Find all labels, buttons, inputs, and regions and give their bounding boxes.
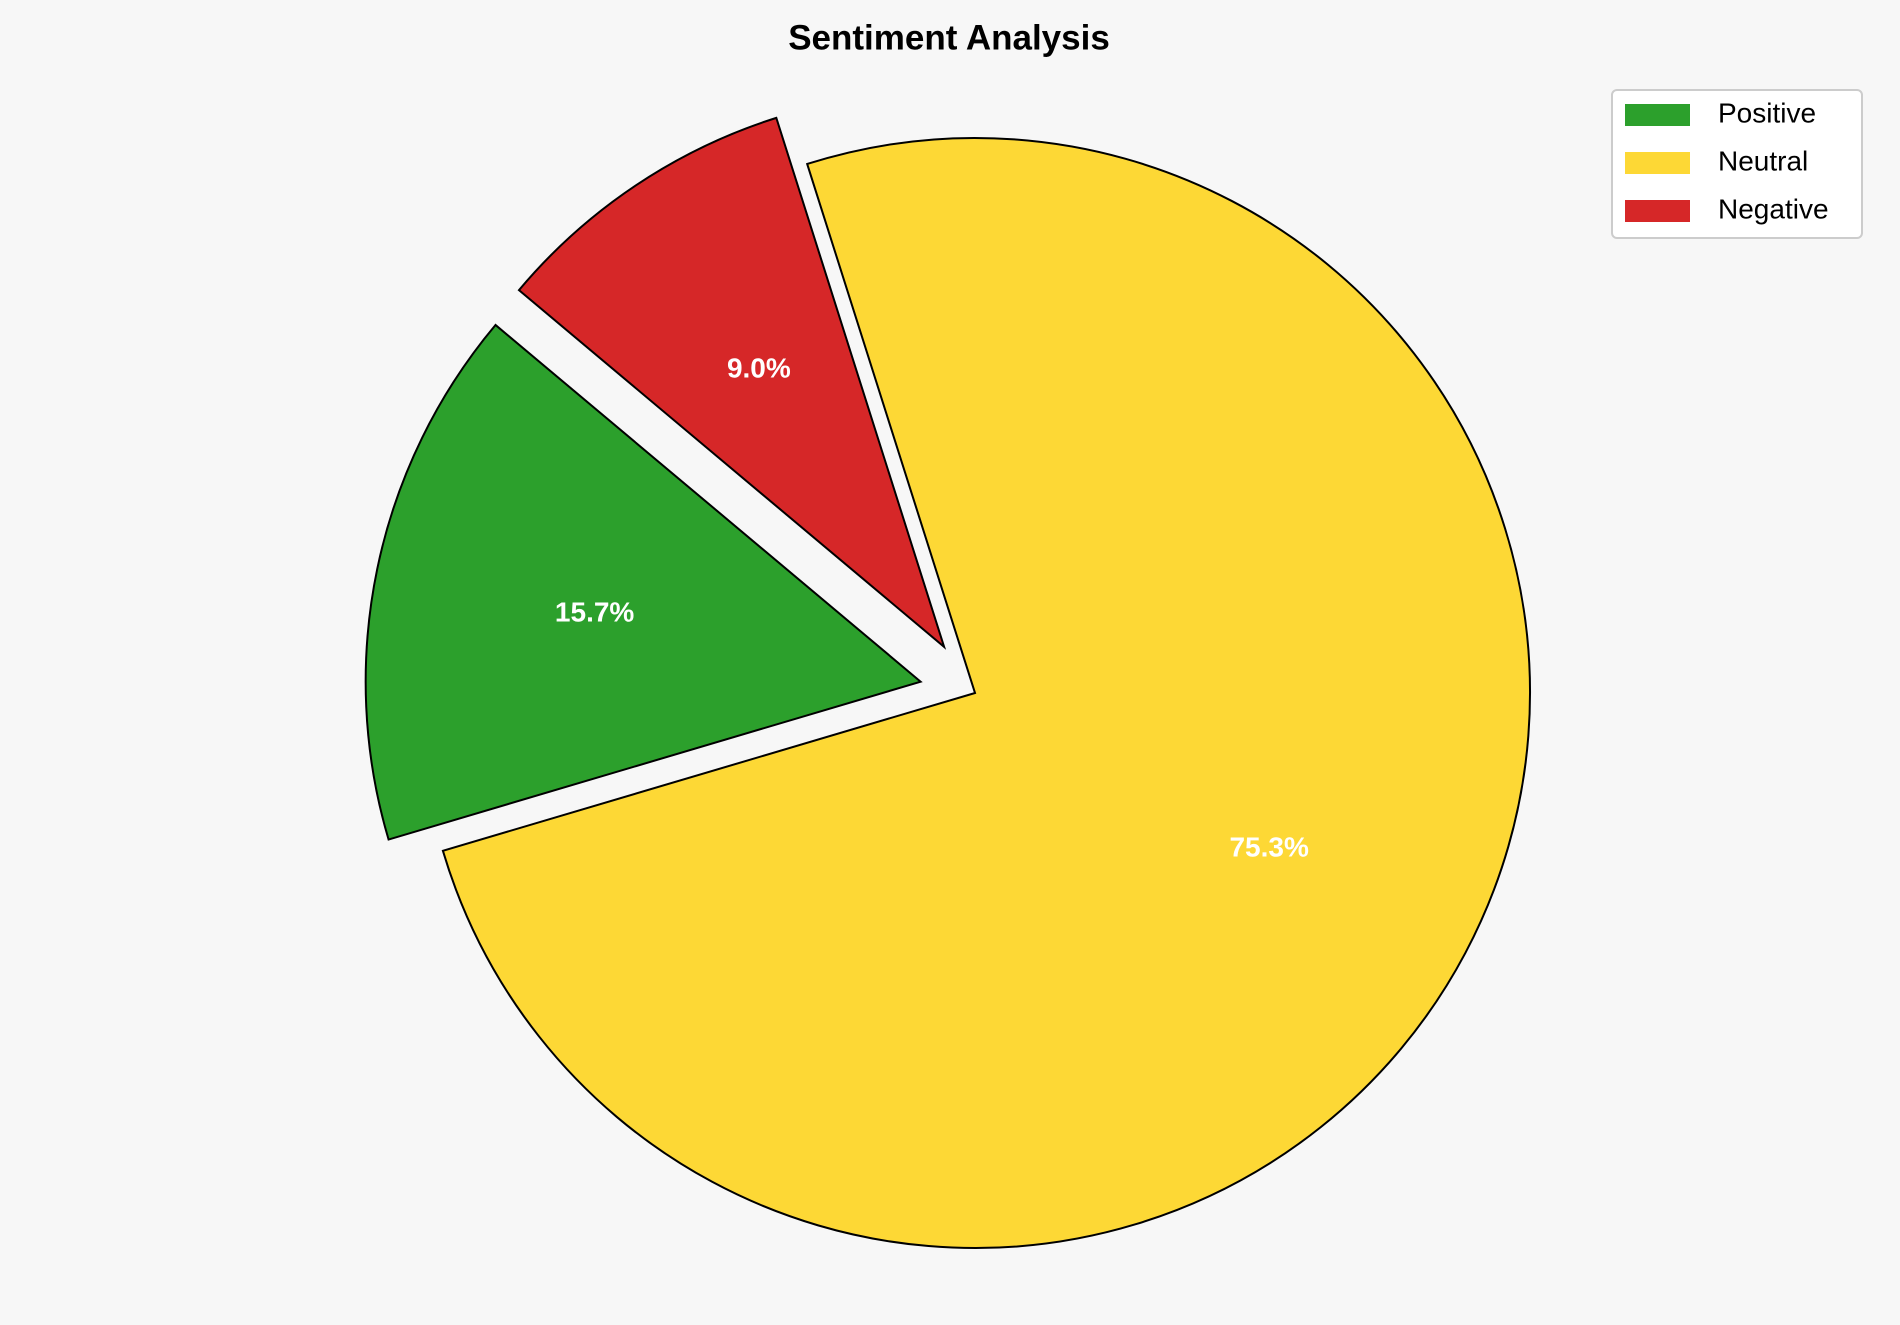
pie-slice bbox=[517, 116, 947, 650]
legend-label: Positive bbox=[1718, 97, 1816, 128]
pie-slice bbox=[364, 323, 923, 841]
slice-label: 75.3% bbox=[1229, 831, 1308, 862]
legend-label: Neutral bbox=[1718, 145, 1808, 176]
legend: Positive Neutral Negative bbox=[1611, 89, 1863, 239]
legend-swatch bbox=[1625, 152, 1690, 174]
legend-swatch bbox=[1625, 200, 1690, 222]
slice-label: 9.0% bbox=[727, 353, 791, 384]
legend-swatch bbox=[1625, 104, 1690, 126]
pie-slice bbox=[441, 137, 1531, 1249]
chart-title: Sentiment Analysis bbox=[788, 18, 1110, 57]
legend-label: Negative bbox=[1718, 193, 1829, 224]
slice-label: 15.7% bbox=[555, 596, 634, 627]
